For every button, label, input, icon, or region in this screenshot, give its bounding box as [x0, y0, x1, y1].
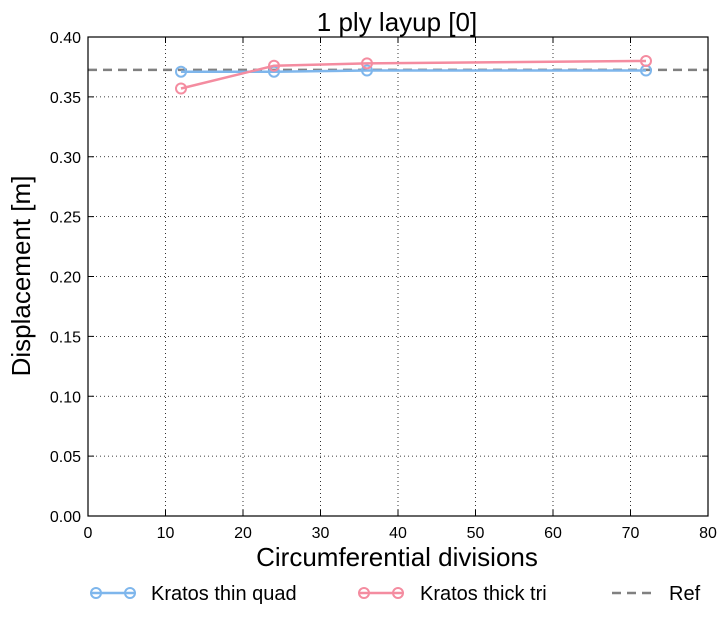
series-line: [181, 69, 646, 73]
y-tick-label: 0.20: [50, 270, 81, 287]
grid-lines: [88, 37, 708, 516]
x-axis-title: Circumferential divisions: [256, 542, 538, 572]
data-point: [361, 64, 373, 77]
data-point: [361, 57, 373, 70]
legend-entry-kratos-thick-tri: Kratos thick tri: [358, 583, 547, 605]
legend-label-kratos-thick-tri: Kratos thick tri: [420, 583, 547, 605]
series-layer: [175, 54, 652, 95]
legend-label-ref: Ref: [669, 583, 701, 605]
x-tick-label: 30: [312, 525, 330, 542]
y-tick-label: 0.25: [50, 210, 81, 227]
x-tick-label: 0: [84, 525, 93, 542]
legend-swatch-marker: [124, 587, 136, 599]
y-axis-title: Displacement [m]: [6, 176, 36, 377]
legend-swatch-marker: [392, 587, 404, 599]
legend-swatch-marker: [358, 587, 370, 599]
series-kratos-thick-tri: [175, 54, 652, 95]
y-tick-label: 0.30: [50, 150, 81, 167]
chart-title: 1 ply layup [0]: [317, 7, 477, 37]
data-point: [175, 65, 187, 78]
data-point: [175, 82, 187, 95]
legend-entry-ref: Ref: [612, 583, 701, 605]
x-tick-label: 10: [157, 525, 175, 542]
x-tick-label: 60: [544, 525, 562, 542]
legend-entry-kratos-thin-quad: Kratos thin quad: [90, 583, 297, 605]
y-tick-label: 0.10: [50, 389, 81, 406]
legend: Kratos thin quad Kratos thick tri Ref: [90, 583, 701, 605]
tick-labels: 0 10 20 30 40 50 60 70 80 0.00 0.05 0.10 0.15 0.20 0.2…: [50, 30, 717, 542]
x-tick-label: 70: [622, 525, 640, 542]
series-line: [180, 59, 647, 90]
legend-swatch-marker: [90, 587, 102, 599]
y-tick-label: 0.05: [50, 449, 81, 466]
ticks: [87, 36, 709, 517]
y-tick-label: 0.00: [50, 509, 81, 526]
data-point: [268, 59, 280, 72]
x-tick-label: 50: [467, 525, 485, 542]
x-tick-label: 20: [234, 525, 252, 542]
x-tick-label: 40: [389, 525, 407, 542]
y-tick-label: 0.35: [50, 90, 81, 107]
x-tick-label: 80: [699, 525, 717, 542]
y-tick-label: 0.40: [50, 30, 81, 47]
y-tick-label: 0.15: [50, 329, 81, 346]
data-point: [640, 54, 652, 67]
legend-label-kratos-thin-quad: Kratos thin quad: [151, 583, 297, 605]
